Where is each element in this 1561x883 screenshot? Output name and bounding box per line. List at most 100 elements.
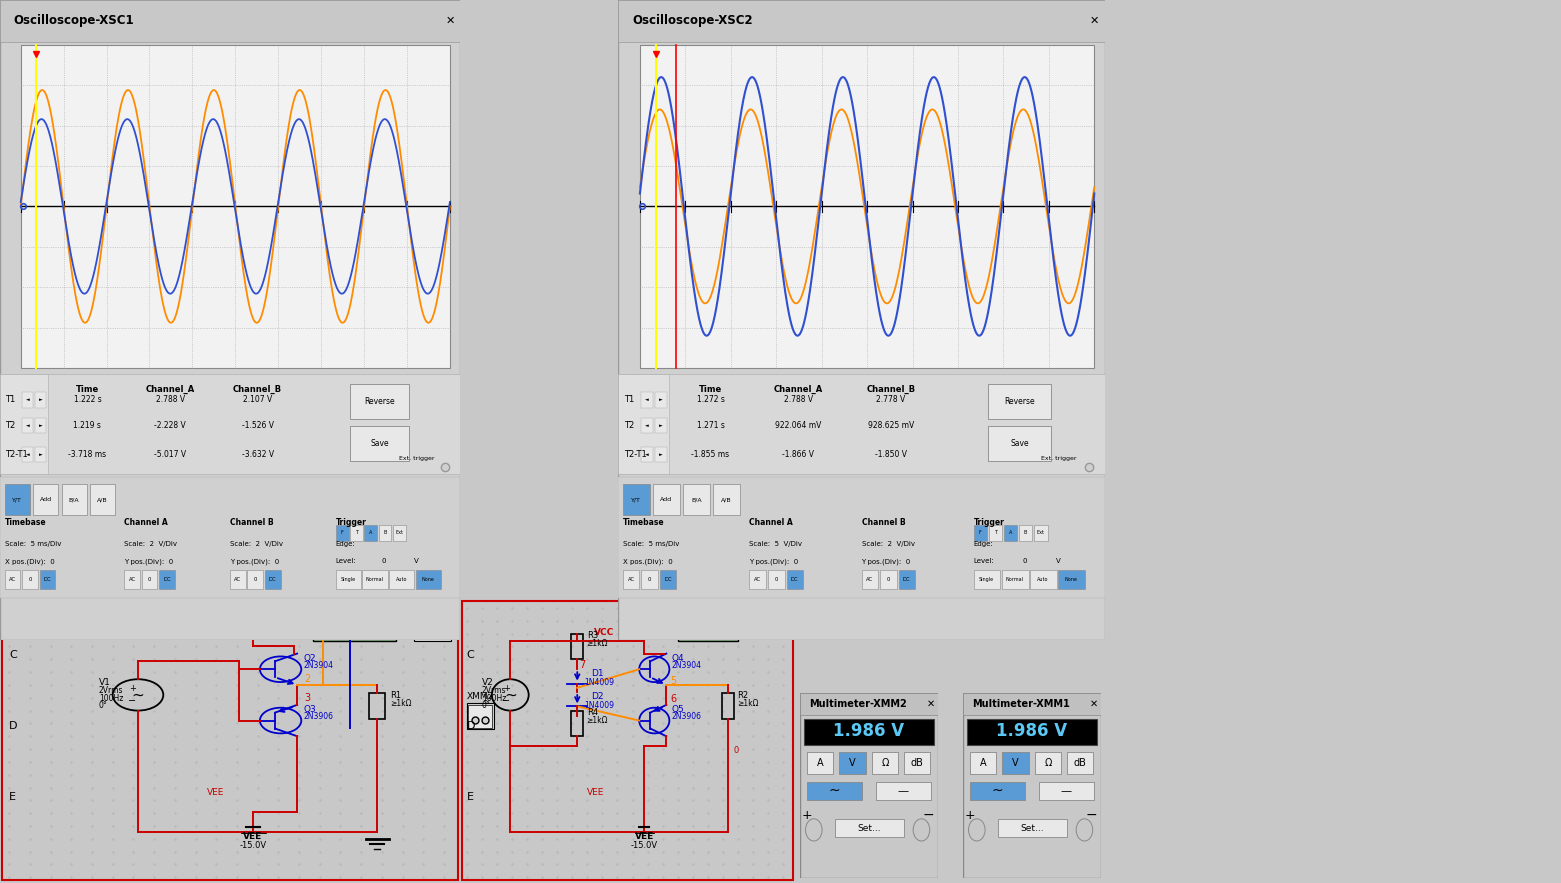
- Text: Multimeter-XMM1: Multimeter-XMM1: [973, 699, 1069, 709]
- Text: 2N3904: 2N3904: [671, 660, 701, 670]
- Bar: [807, 752, 834, 774]
- Bar: [350, 426, 409, 461]
- Text: ~: ~: [504, 687, 517, 702]
- Text: Normal: Normal: [365, 577, 384, 582]
- Text: Scale:  2  V/Div: Scale: 2 V/Div: [125, 541, 178, 547]
- Text: —: —: [898, 786, 909, 796]
- Text: Oscilloscope-XSC2: Oscilloscope-XSC2: [632, 14, 754, 27]
- Bar: [640, 45, 1094, 368]
- Text: Time: Time: [76, 385, 98, 394]
- Text: 1.272 s: 1.272 s: [696, 396, 724, 404]
- Text: ≥1kΩ: ≥1kΩ: [587, 716, 609, 726]
- Text: A: A: [816, 758, 823, 768]
- Text: 2N3906: 2N3906: [671, 712, 701, 721]
- Text: A: A: [368, 530, 373, 535]
- Text: AC: AC: [234, 577, 242, 582]
- Text: Y/T: Y/T: [631, 497, 642, 502]
- Bar: [5, 570, 20, 589]
- Text: DC: DC: [164, 577, 170, 582]
- Text: AC: AC: [9, 577, 16, 582]
- Text: B: B: [699, 630, 704, 637]
- Text: +: +: [802, 809, 812, 821]
- Text: A/B: A/B: [97, 497, 108, 502]
- Text: Y pos.(Div):  0: Y pos.(Div): 0: [749, 558, 799, 565]
- Text: -15.0V: -15.0V: [631, 841, 657, 850]
- Bar: [468, 705, 492, 728]
- Text: 2N3904: 2N3904: [303, 660, 334, 670]
- Text: 2N3906: 2N3906: [303, 712, 334, 721]
- Bar: [799, 693, 938, 715]
- Bar: [876, 781, 930, 800]
- Text: V: V: [1012, 758, 1019, 768]
- Text: -2.228 V: -2.228 V: [155, 421, 186, 430]
- Bar: [804, 719, 933, 744]
- Text: ◄: ◄: [25, 397, 30, 403]
- Bar: [968, 719, 1097, 744]
- Text: Channel A: Channel A: [749, 517, 793, 527]
- Text: 0: 0: [253, 577, 258, 582]
- Bar: [1002, 752, 1029, 774]
- Text: 100Hz: 100Hz: [98, 694, 123, 703]
- Text: 1.986 V: 1.986 V: [834, 722, 904, 740]
- Text: T1: T1: [624, 396, 634, 404]
- Text: V2: V2: [482, 678, 493, 687]
- Bar: [1040, 781, 1094, 800]
- Text: 2.778 V: 2.778 V: [876, 396, 905, 404]
- Bar: [22, 447, 33, 462]
- Bar: [1030, 570, 1057, 589]
- Text: Ext. trigger: Ext. trigger: [1041, 456, 1077, 461]
- Text: D: D: [9, 721, 17, 731]
- Bar: [1033, 525, 1047, 540]
- Text: R1: R1: [390, 691, 401, 699]
- Text: AC: AC: [866, 577, 873, 582]
- Text: ~: ~: [829, 784, 840, 798]
- Text: AC: AC: [128, 577, 136, 582]
- Bar: [22, 570, 37, 589]
- Text: -1.526 V: -1.526 V: [242, 421, 273, 430]
- Bar: [988, 384, 1052, 419]
- Text: A: A: [1008, 530, 1012, 535]
- Text: 2.788 V: 2.788 V: [156, 396, 184, 404]
- Text: DC: DC: [791, 577, 799, 582]
- Text: Ext: Ext: [1037, 530, 1044, 535]
- Bar: [39, 570, 55, 589]
- Text: Set...: Set...: [857, 824, 880, 833]
- Text: Ext: Ext: [395, 530, 403, 535]
- Text: Set...: Set...: [1021, 824, 1044, 833]
- Bar: [974, 570, 1001, 589]
- Text: Oscilloscope-XSC1: Oscilloscope-XSC1: [14, 14, 134, 27]
- Text: Time: Time: [699, 385, 723, 394]
- Text: DC: DC: [902, 577, 910, 582]
- Text: T1: T1: [6, 396, 16, 404]
- Text: D: D: [467, 721, 475, 731]
- Bar: [20, 45, 450, 368]
- Bar: [963, 693, 1101, 715]
- Text: 0: 0: [148, 577, 151, 582]
- Text: None: None: [1065, 577, 1077, 582]
- Bar: [623, 485, 649, 515]
- Text: T2-T1: T2-T1: [624, 450, 646, 459]
- Bar: [34, 392, 45, 408]
- Circle shape: [968, 819, 985, 841]
- Bar: [350, 525, 364, 540]
- Text: Edge:: Edge:: [974, 541, 993, 547]
- Text: Multimeter-XMM2: Multimeter-XMM2: [809, 699, 907, 709]
- Text: 1N4009: 1N4009: [584, 701, 613, 710]
- Bar: [684, 485, 710, 515]
- Text: Add: Add: [660, 497, 673, 502]
- Text: X pos.(Div):  0: X pos.(Div): 0: [5, 558, 55, 565]
- Text: 0: 0: [887, 577, 890, 582]
- Text: ►: ►: [659, 452, 663, 457]
- Bar: [723, 693, 734, 719]
- Text: Ext Trig: Ext Trig: [721, 607, 740, 612]
- Bar: [417, 616, 448, 639]
- Text: Q5: Q5: [671, 705, 684, 714]
- Bar: [656, 418, 667, 434]
- Text: ►: ►: [39, 423, 42, 428]
- Text: Channel A: Channel A: [125, 517, 169, 527]
- Text: +: +: [965, 809, 976, 821]
- Text: 0°: 0°: [98, 701, 108, 710]
- Text: C: C: [9, 650, 17, 660]
- Text: E: E: [9, 793, 16, 803]
- Text: dB: dB: [1074, 758, 1086, 768]
